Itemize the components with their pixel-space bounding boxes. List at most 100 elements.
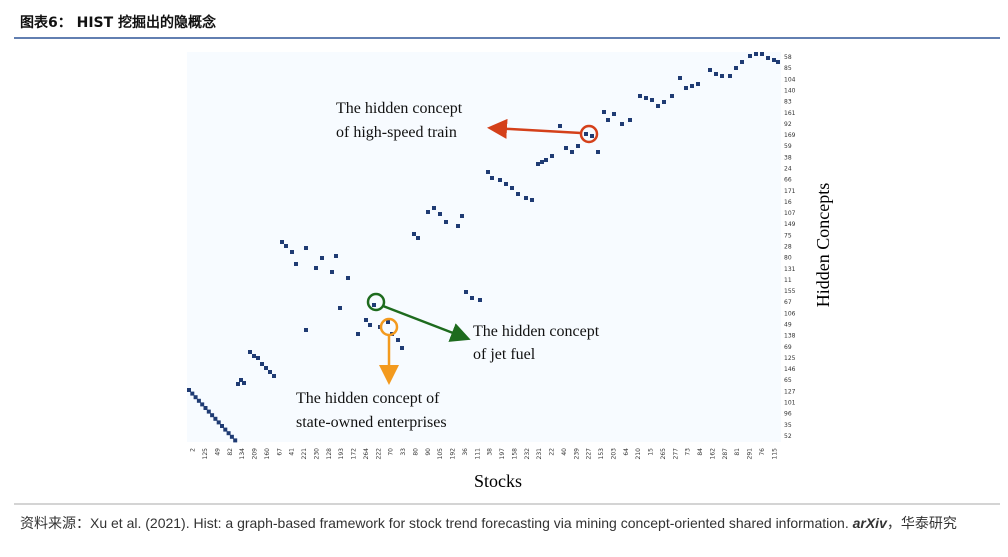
- y-tick-label: 67: [784, 299, 792, 306]
- x-tick-label: 265: [660, 448, 667, 460]
- heatmap-cell: [190, 391, 195, 396]
- heatmap-cell: [612, 112, 616, 116]
- x-tick-label: 239: [573, 448, 580, 460]
- y-tick-label: 104: [784, 76, 796, 83]
- heatmap-cell: [570, 150, 574, 154]
- heatmap-cell: [368, 323, 372, 327]
- heatmap-cell: [486, 170, 490, 174]
- heatmap-cell: [294, 262, 298, 266]
- heatmap-cell: [314, 266, 318, 270]
- y-tick-label: 149: [784, 221, 796, 228]
- heatmap-cell: [558, 124, 562, 128]
- heatmap-cell: [650, 98, 654, 102]
- heatmap-cell: [187, 388, 191, 392]
- heatmap-cell: [272, 374, 276, 378]
- x-tick-label: 222: [375, 448, 382, 460]
- heatmap-cell: [576, 144, 580, 148]
- heatmap-cell: [364, 318, 368, 322]
- y-tick-label: 75: [784, 232, 792, 239]
- heatmap-cell: [490, 176, 494, 180]
- heatmap-cell: [396, 338, 400, 342]
- heatmap-cell: [714, 72, 718, 76]
- y-tick-label: 28: [784, 244, 792, 251]
- annotation-line: The hidden concept of: [296, 390, 440, 407]
- heatmap-cell: [193, 395, 198, 400]
- y-tick-label: 80: [784, 255, 792, 262]
- x-tick-label: 193: [338, 448, 345, 460]
- y-tick-label: 171: [784, 188, 796, 195]
- y-tick-label: 85: [784, 65, 792, 72]
- heatmap-cell: [260, 362, 264, 366]
- heatmap-cell: [432, 206, 436, 210]
- heatmap-cell: [620, 122, 624, 126]
- x-tick-label: 192: [450, 448, 457, 460]
- heatmap-cell: [346, 276, 350, 280]
- x-tick-label: 84: [697, 448, 704, 456]
- y-tick-label: 52: [784, 433, 792, 440]
- x-tick-label: 197: [499, 448, 506, 460]
- x-tick-label: 230: [313, 448, 320, 460]
- x-tick-label: 67: [276, 448, 283, 456]
- y-tick-label: 69: [784, 344, 792, 351]
- x-tick-label: 105: [437, 448, 444, 460]
- x-tick-label: 76: [759, 448, 766, 456]
- x-tick-label: 231: [536, 448, 543, 460]
- heatmap-cell: [564, 146, 568, 150]
- heatmap-cell: [236, 382, 240, 386]
- y-tick-label: 58: [784, 54, 792, 61]
- heatmap-cell: [290, 250, 294, 254]
- x-tick-label: 210: [635, 448, 642, 460]
- heatmap-cell: [206, 409, 211, 414]
- x-tick-label: 80: [412, 448, 419, 456]
- heatmap-cell: [412, 232, 416, 236]
- x-tick-label: 82: [227, 448, 234, 456]
- heatmap-cell: [426, 210, 430, 214]
- heatmap-cell: [536, 162, 540, 166]
- heatmap-cell: [248, 350, 252, 354]
- y-tick-label: 155: [784, 288, 796, 295]
- heatmap-cell: [776, 60, 780, 64]
- heatmap-cell: [498, 178, 502, 182]
- heatmap-cell: [264, 366, 268, 370]
- heatmap-cell: [252, 354, 256, 358]
- y-tick-label: 131: [784, 266, 796, 273]
- y-tick-label: 169: [784, 132, 796, 139]
- y-tick-label: 11: [784, 277, 792, 284]
- heatmap-cell: [740, 60, 744, 64]
- y-tick-label: 96: [784, 411, 792, 418]
- annotation-line: The hidden concept: [473, 323, 600, 340]
- heatmap-cell: [690, 84, 694, 88]
- x-tick-label: 90: [425, 448, 432, 456]
- heatmap-area: [187, 52, 781, 442]
- heatmap-cell: [540, 160, 544, 164]
- x-tick-label: 128: [326, 448, 333, 460]
- y-tick-label: 59: [784, 143, 792, 150]
- heatmap-cell: [708, 68, 712, 72]
- heatmap-cell: [504, 182, 508, 186]
- x-tick-label: 41: [289, 448, 296, 456]
- y-tick-label: 125: [784, 355, 796, 362]
- annotation-arrow: [382, 304, 471, 342]
- x-tick-label: 158: [511, 448, 518, 460]
- y-tick-label: 138: [784, 333, 796, 340]
- heatmap-cell: [256, 356, 260, 360]
- y-tick-label: 106: [784, 310, 796, 317]
- x-tick-label: 291: [747, 448, 754, 460]
- y-tick-label: 65: [784, 377, 792, 384]
- heatmap-cell: [226, 431, 231, 436]
- heatmap-cell: [766, 56, 770, 60]
- x-tick-label: 125: [202, 448, 209, 460]
- y-tick-label: 92: [784, 121, 792, 128]
- y-tick-label: 101: [784, 400, 796, 407]
- heatmap-cell: [213, 416, 218, 421]
- heatmap-cell: [210, 413, 215, 418]
- heatmap-cell: [416, 236, 420, 240]
- heatmap-cell: [478, 298, 482, 302]
- x-tick-label: 81: [734, 448, 741, 456]
- heatmap-cell: [334, 254, 338, 258]
- x-tick-label: 2: [190, 448, 197, 452]
- heatmap-cell: [670, 94, 674, 98]
- heatmap-cell: [223, 427, 228, 432]
- heatmap-cell: [662, 100, 666, 104]
